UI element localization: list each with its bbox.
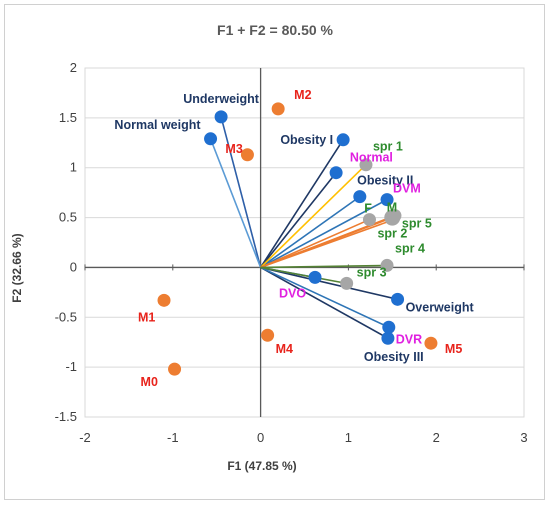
vector-spr-3 — [260, 266, 347, 285]
data-points — [157, 102, 438, 376]
label-m0: M0 — [141, 375, 158, 389]
vector-lines — [209, 116, 398, 339]
y-tick-label: 0.5 — [59, 210, 77, 225]
point-dvr — [382, 320, 396, 334]
point-spr-1 — [359, 158, 373, 172]
point-normal — [353, 190, 367, 204]
label-dvm: DVM — [393, 182, 421, 196]
y-axis-label: F2 (32.66 %) — [10, 233, 24, 302]
label-m4: M4 — [276, 342, 293, 356]
vector-overweight — [260, 266, 398, 301]
x-tick-label: 1 — [345, 430, 352, 445]
point-labels: Underweight Normal weight Obesity I Obesity… — [114, 88, 474, 389]
y-tick-label: -1 — [65, 359, 77, 374]
x-axis-label: F1 (47.85 %) — [227, 459, 296, 473]
y-tick-label: -1.5 — [55, 409, 77, 424]
point-obesity-ii — [329, 166, 343, 180]
label-spr-3: spr 3 — [357, 265, 387, 279]
label-normal-weight: Normal weight — [114, 118, 201, 132]
gridlines — [84, 67, 525, 418]
vector-spr-4 — [260, 264, 388, 269]
point-dvm — [380, 193, 394, 207]
point-dvo — [308, 270, 322, 284]
y-tick-label: 0 — [70, 259, 77, 274]
vector-normal — [260, 195, 361, 269]
label-m2: M2 — [294, 88, 311, 102]
vector-underweight — [220, 116, 262, 268]
point-m5 — [424, 336, 438, 350]
vector-obesity-ii — [259, 172, 337, 268]
label-m1: M1 — [138, 310, 155, 324]
point-underweight — [214, 110, 228, 124]
x-tick-label: 3 — [520, 430, 527, 445]
label-f: F — [364, 202, 372, 216]
point-f-m — [384, 209, 401, 226]
label-m: M — [387, 201, 397, 215]
point-obesity-iii — [381, 331, 395, 345]
label-underweight: Underweight — [183, 92, 260, 106]
vector-dvm — [260, 198, 388, 269]
point-m4 — [261, 328, 275, 342]
point-m0 — [168, 362, 182, 376]
label-obesity-iii: Obesity III — [364, 350, 424, 364]
vector-obesity-iii — [260, 266, 389, 339]
x-tick-label: -2 — [79, 430, 91, 445]
label-m3: M3 — [225, 142, 242, 156]
label-spr-1: spr 1 — [373, 140, 403, 154]
point-obesity-i — [336, 133, 350, 147]
label-dvr: DVR — [396, 332, 422, 346]
vector-normal-weight — [209, 138, 262, 268]
point-spr-4 — [380, 258, 394, 272]
chart-title: F1 + F2 = 80.50 % — [217, 22, 334, 38]
point-m2 — [271, 102, 285, 116]
vector-spr-2 — [260, 218, 370, 269]
vector-spr-1 — [260, 164, 367, 269]
label-m5: M5 — [445, 342, 462, 356]
label-spr-5: spr 5 — [402, 217, 432, 231]
y-tick-label: -0.5 — [55, 309, 77, 324]
label-spr-2: spr 2 — [377, 227, 407, 241]
vector-dvr — [260, 266, 390, 328]
x-tick-label: 2 — [433, 430, 440, 445]
y-tick-label: 2 — [70, 60, 77, 75]
label-spr-4: spr 4 — [395, 241, 425, 255]
label-obesity-i: Obesity I — [280, 133, 333, 147]
point-overweight — [391, 292, 405, 306]
label-obesity-ii: Obesity II — [357, 174, 413, 188]
point-m1 — [157, 293, 171, 307]
point-spr-2 — [362, 213, 376, 227]
point-normal-weight — [204, 132, 218, 146]
point-spr-3 — [340, 276, 354, 290]
y-tick-label: 1 — [70, 160, 77, 175]
label-normal: Normal — [350, 151, 393, 165]
point-m3 — [240, 148, 254, 162]
vector-m — [260, 217, 397, 269]
y-tick-label: 1.5 — [59, 110, 77, 125]
x-tick-label: 0 — [257, 430, 264, 445]
label-dvo: DVO — [279, 286, 306, 300]
x-tick-label: -1 — [167, 430, 179, 445]
vector-obesity-i — [259, 139, 344, 268]
label-overweight: Overweight — [406, 300, 475, 314]
